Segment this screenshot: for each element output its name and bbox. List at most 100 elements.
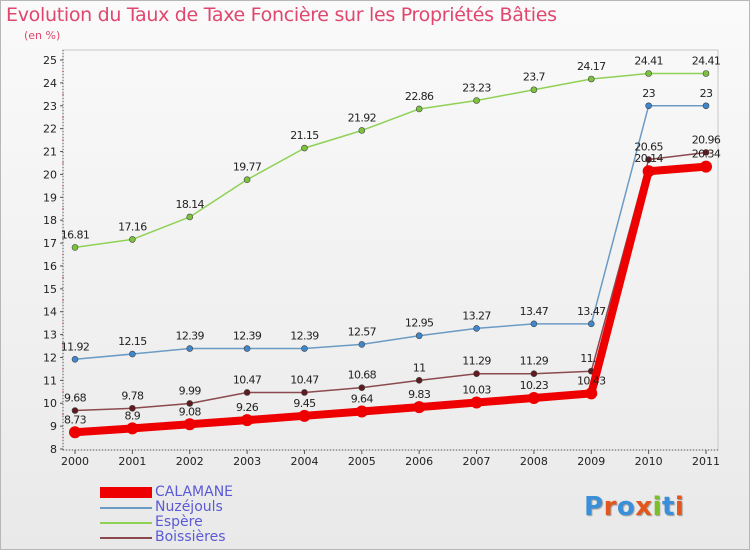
data-label: 20.65 bbox=[634, 141, 663, 154]
data-label: 21.15 bbox=[290, 129, 319, 142]
data-point bbox=[530, 370, 538, 378]
series-line-calamane bbox=[71, 162, 710, 437]
logo-letter: i bbox=[652, 492, 662, 522]
y-tick-label: 25 bbox=[43, 54, 57, 67]
data-point bbox=[527, 391, 540, 404]
x-tick-label: 2000 bbox=[61, 455, 89, 468]
data-point bbox=[470, 396, 483, 409]
data-point bbox=[243, 176, 251, 183]
data-point bbox=[702, 70, 710, 77]
data-point bbox=[700, 160, 712, 173]
data-point bbox=[183, 418, 196, 431]
data-point bbox=[358, 127, 366, 134]
logo-letter: x bbox=[635, 492, 653, 522]
data-label: 23.23 bbox=[462, 82, 491, 95]
data-point bbox=[358, 384, 366, 391]
y-tick-label: 20 bbox=[43, 168, 57, 181]
data-label: 17.16 bbox=[118, 220, 147, 233]
data-label: 10.43 bbox=[577, 374, 606, 387]
data-point bbox=[642, 165, 655, 178]
data-label: 21.92 bbox=[348, 111, 377, 124]
legend-swatch-boissieres bbox=[100, 537, 152, 539]
data-label: 12.39 bbox=[290, 330, 319, 343]
data-label: 8.73 bbox=[64, 413, 87, 426]
data-label: 9.08 bbox=[179, 405, 202, 418]
data-label: 11 bbox=[413, 361, 426, 374]
x-tick-label: 2002 bbox=[176, 455, 204, 468]
data-label: 12.15 bbox=[118, 335, 147, 348]
y-tick-label: 22 bbox=[43, 123, 57, 136]
data-point bbox=[301, 144, 308, 152]
data-label: 9.45 bbox=[293, 397, 316, 410]
logo-letter: t bbox=[661, 492, 675, 522]
data-point bbox=[530, 86, 538, 94]
y-tick-label: 13 bbox=[43, 329, 57, 342]
x-tick-label: 2004 bbox=[290, 455, 318, 468]
data-point bbox=[241, 414, 254, 427]
data-point bbox=[587, 320, 595, 328]
data-label: 10.68 bbox=[348, 369, 377, 382]
data-label: 20.14 bbox=[634, 152, 663, 165]
data-point bbox=[243, 345, 251, 352]
chart-title: Evolution du Taux de Taxe Foncière sur l… bbox=[6, 4, 557, 26]
data-label: 20.96 bbox=[692, 133, 721, 146]
data-point bbox=[186, 213, 194, 221]
data-point bbox=[415, 332, 423, 340]
x-tick-label: 2001 bbox=[118, 455, 146, 468]
y-tick-label: 17 bbox=[43, 237, 57, 250]
data-point bbox=[415, 105, 423, 113]
data-point bbox=[129, 350, 136, 358]
y-tick-label: 21 bbox=[43, 146, 57, 159]
data-label: 9.64 bbox=[351, 392, 374, 405]
x-tick-label: 2006 bbox=[405, 455, 433, 468]
data-label: 10.47 bbox=[233, 373, 262, 386]
data-label: 11.29 bbox=[520, 355, 549, 368]
plot-area bbox=[62, 49, 719, 451]
y-tick-label: 12 bbox=[43, 351, 57, 364]
data-label: 13.47 bbox=[577, 305, 606, 318]
series-line-nuzéjouls bbox=[74, 105, 707, 361]
data-label: 11.29 bbox=[462, 355, 491, 368]
data-point bbox=[301, 389, 308, 396]
data-label: 9.26 bbox=[236, 401, 259, 414]
y-tick-label: 18 bbox=[43, 214, 57, 227]
data-label: 12.39 bbox=[233, 330, 262, 343]
data-label: 12.95 bbox=[405, 317, 434, 330]
data-label: 12.39 bbox=[175, 330, 204, 343]
data-label: 24.17 bbox=[577, 60, 606, 73]
data-point bbox=[355, 405, 368, 418]
data-point bbox=[69, 426, 81, 439]
x-tick-label: 2010 bbox=[635, 455, 663, 468]
data-label: 24.41 bbox=[634, 55, 663, 68]
data-label: 13.27 bbox=[462, 309, 491, 322]
data-point bbox=[473, 97, 480, 104]
data-point bbox=[415, 377, 423, 384]
series-line-espère bbox=[74, 72, 707, 249]
data-point bbox=[358, 341, 366, 348]
y-tick-label: 11 bbox=[43, 374, 57, 387]
legend-label: Boissières bbox=[155, 529, 226, 545]
y-tick-label: 14 bbox=[43, 306, 57, 319]
data-label: 9.68 bbox=[64, 392, 87, 405]
data-point bbox=[645, 102, 652, 110]
data-label: 11.92 bbox=[61, 340, 90, 353]
x-tick-label: 2009 bbox=[577, 455, 605, 468]
data-label: 19.77 bbox=[233, 161, 262, 174]
data-point bbox=[645, 156, 652, 163]
data-point bbox=[71, 407, 79, 414]
y-tick-label: 15 bbox=[43, 283, 57, 296]
data-label: 10.47 bbox=[290, 373, 319, 386]
y-tick-label: 10 bbox=[43, 397, 57, 410]
data-point bbox=[587, 75, 595, 83]
legend-swatch-nuzejouls bbox=[100, 507, 152, 509]
legend-label: CALAMANE bbox=[155, 484, 234, 500]
data-point bbox=[702, 149, 710, 156]
data-point bbox=[702, 102, 710, 110]
logo-letter: P bbox=[584, 492, 604, 522]
data-label: 10.03 bbox=[462, 384, 491, 397]
data-point bbox=[129, 404, 136, 412]
x-tick-label: 2003 bbox=[233, 455, 261, 468]
data-point bbox=[530, 320, 538, 328]
data-label: 13.47 bbox=[520, 305, 549, 318]
